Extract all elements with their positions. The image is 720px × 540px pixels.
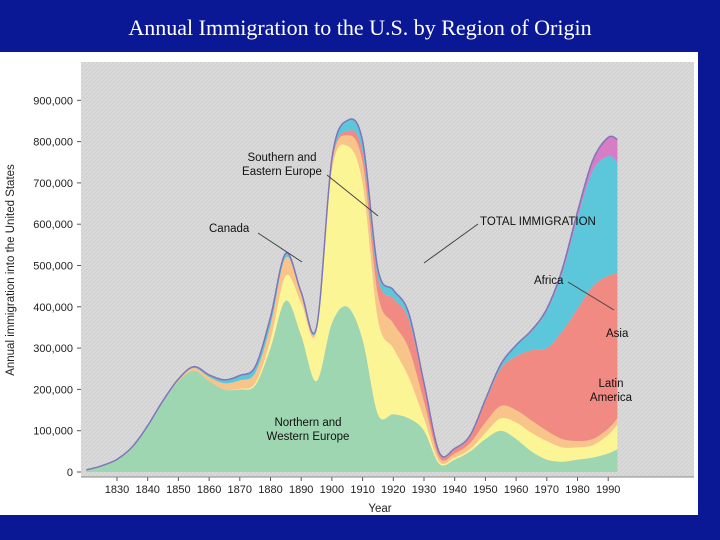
y-tick-label: 700,000 — [33, 178, 73, 190]
slide-title: Annual Immigration to the U.S. by Region… — [128, 15, 592, 40]
y-tick-label: 800,000 — [33, 137, 73, 149]
y-tick-label: 300,000 — [33, 343, 73, 355]
area-southern-eastern-europe — [86, 144, 618, 470]
immigration-stacked-area-chart: 0 100,000 200,000 300,000 400,000 500,000 600,… — [5, 62, 694, 515]
x-tick-label: 1990 — [596, 484, 620, 496]
y-axis-title: Annual immigration into the United State… — [5, 164, 17, 376]
leader-africa — [567, 281, 615, 311]
x-tick-label: 1980 — [565, 484, 589, 496]
total-immigration-line — [86, 118, 618, 471]
label-total-immigration: TOTAL IMMIGRATION — [480, 216, 596, 228]
y-tick-label: 0 — [67, 467, 73, 479]
y-tick-label: 200,000 — [33, 384, 73, 396]
chart-figure: 0 100,000 200,000 300,000 400,000 500,000 600,… — [0, 52, 698, 515]
y-tick-label: 600,000 — [33, 219, 73, 231]
x-tick-label: 1880 — [258, 484, 282, 496]
x-tick-label: 1870 — [228, 484, 252, 496]
area-northern-western-europe — [86, 300, 618, 472]
x-tick-label: 1830 — [105, 484, 129, 496]
label-africa: Africa — [534, 275, 564, 287]
x-tick-label: 1940 — [442, 484, 466, 496]
x-tick-label: 1960 — [504, 484, 528, 496]
y-tick-label: 400,000 — [33, 302, 73, 314]
label-canada: Canada — [209, 223, 250, 235]
leader-total-immigration — [423, 223, 479, 264]
x-tick-label: 1910 — [350, 484, 374, 496]
area-latin-america — [86, 130, 618, 470]
x-tick-label: 1860 — [197, 484, 221, 496]
x-tick-label: 1840 — [135, 484, 159, 496]
area-canada — [86, 135, 618, 470]
leader-canada — [257, 232, 303, 263]
x-tick-label: 1950 — [473, 484, 497, 496]
x-tick-label: 1930 — [412, 484, 436, 496]
y-tick-label: 500,000 — [33, 261, 73, 273]
x-tick-label: 1890 — [289, 484, 313, 496]
x-tick-label: 1900 — [320, 484, 344, 496]
label-southern-eastern-europe: Southern and Eastern Europe — [242, 152, 322, 178]
x-tick-label: 1850 — [166, 484, 190, 496]
y-tick-label: 900,000 — [33, 95, 73, 107]
leader-southern-eastern-europe — [326, 174, 379, 217]
x-tick-label: 1970 — [535, 484, 559, 496]
y-tick-label: 100,000 — [33, 426, 73, 438]
x-tick-label: 1920 — [381, 484, 405, 496]
x-axis-title: Year — [368, 503, 391, 515]
label-northern-western-europe: Northern and Western Europe — [267, 417, 350, 443]
label-latin-america: Latin America — [590, 378, 633, 404]
label-asia: Asia — [606, 328, 629, 340]
